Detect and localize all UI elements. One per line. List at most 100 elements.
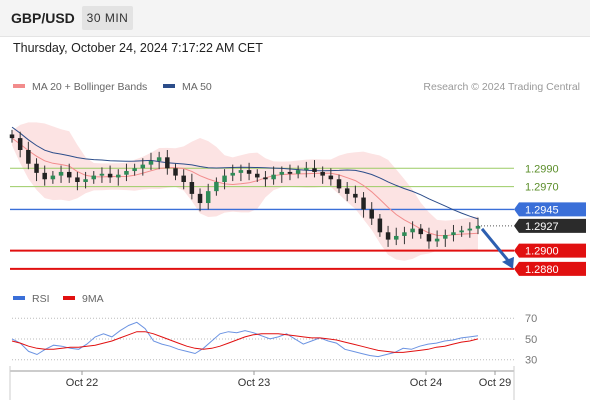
candle-body <box>58 171 64 176</box>
candle-body <box>263 177 268 180</box>
candle-body <box>132 168 137 172</box>
candle-body <box>124 171 129 175</box>
symbol-title: GBP/USD <box>11 10 75 26</box>
level-label-box <box>514 202 586 217</box>
candle-body <box>189 182 195 194</box>
candle-body <box>197 193 203 204</box>
level-label: 1.2990 <box>525 163 559 175</box>
candle-body <box>156 157 162 161</box>
rsi-legend-swatch <box>63 296 75 300</box>
candle-body <box>34 163 39 173</box>
rsi-tick: 30 <box>525 355 537 367</box>
candlesticks <box>9 129 481 249</box>
candle-body <box>255 173 260 178</box>
candle-body <box>443 235 448 239</box>
candle-body <box>230 172 235 176</box>
x-tick-label: Oct 23 <box>238 377 270 389</box>
candle-body <box>173 168 178 176</box>
candle-body <box>295 170 301 174</box>
x-tick-label: Oct 29 <box>479 377 511 389</box>
candle-body <box>238 170 244 173</box>
candle-body <box>410 228 415 233</box>
candle-body <box>385 232 391 240</box>
candle-body <box>214 182 219 192</box>
candle-body <box>91 175 97 180</box>
bollinger-band-area <box>12 122 478 261</box>
forecast-arrow <box>480 227 514 269</box>
candle-body <box>475 225 481 229</box>
candle-body <box>418 228 424 235</box>
rsi-legend-label: 9MA <box>82 293 104 305</box>
candle-body <box>393 235 399 240</box>
candle-body <box>304 168 309 171</box>
level-label-box <box>514 261 586 276</box>
candle-body <box>287 171 293 174</box>
price-labels: 1.2990 1.2970 1.2945 1.2927 1.2900 1.2880 <box>514 163 586 276</box>
candle-body <box>107 173 113 178</box>
moving-averages <box>11 126 479 237</box>
candle-body <box>66 171 72 178</box>
candle-body <box>42 172 47 180</box>
x-tick-label: Oct 22 <box>66 377 98 389</box>
rsi-legend: RSI 9MA <box>13 293 104 305</box>
candle-body <box>336 179 342 189</box>
candle-body <box>181 175 186 182</box>
forecast-arrow-shaft <box>480 227 512 264</box>
rsi-series-rsi <box>11 321 479 358</box>
rsi-legend-swatch <box>13 296 25 300</box>
chart-datetime: Thursday, October 24, 2024 7:17:22 AM CE… <box>13 41 263 55</box>
rsi-panel: 70 50 30 <box>11 313 537 367</box>
candle-body <box>140 164 146 169</box>
candle-body <box>320 171 325 176</box>
x-axis: Oct 22 Oct 23 Oct 24 Oct 29 <box>9 366 515 400</box>
candle-body <box>246 170 252 174</box>
candle-body <box>17 138 23 150</box>
forecast-arrow-head <box>502 256 514 269</box>
level-label: 1.2945 <box>525 204 559 216</box>
candle-body <box>328 175 334 180</box>
ma20-line <box>11 137 479 237</box>
candle-body <box>361 197 366 210</box>
bollinger-bands <box>12 122 478 261</box>
level-label-box <box>514 243 586 258</box>
legend-swatch <box>163 84 175 88</box>
rsi-tick: 50 <box>525 334 537 346</box>
ma50-line <box>11 126 479 220</box>
price-levels <box>10 167 514 270</box>
candle-body <box>426 234 432 242</box>
rsi-tick: 70 <box>525 313 537 325</box>
candle-body <box>99 173 105 176</box>
candle-body <box>451 232 456 236</box>
watermark: Research © 2024 Trading Central <box>423 81 580 93</box>
candle-body <box>402 232 407 236</box>
candle-body <box>116 174 121 178</box>
legend-label: MA 50 <box>182 81 212 93</box>
level-label: 1.2880 <box>525 264 559 276</box>
legend-label: MA 20 + Bollinger Bands <box>32 81 147 93</box>
candle-body <box>369 209 374 219</box>
main-legend: MA 20 + Bollinger Bands MA 50 <box>13 81 212 93</box>
level-label: 1.2900 <box>525 246 559 258</box>
rsi-series-9ma <box>11 331 479 353</box>
candle-body <box>50 175 56 180</box>
candle-body <box>353 193 358 198</box>
candle-body <box>467 228 473 231</box>
candle-body <box>222 175 227 182</box>
candle-body <box>165 157 170 169</box>
candle-body <box>271 174 276 180</box>
level-label: 1.2970 <box>525 182 559 194</box>
level-label: 1.2927 <box>525 221 559 233</box>
candle-body <box>205 191 211 204</box>
candle-body <box>148 160 154 165</box>
timeframe-button[interactable]: 30 MIN <box>82 6 133 30</box>
candle-body <box>312 168 317 172</box>
candle-body <box>344 188 350 194</box>
top-bar: GBP/USD 30 MIN <box>0 0 590 37</box>
level-label-box <box>514 218 586 233</box>
rsi-legend-label: RSI <box>32 293 50 305</box>
candle-body <box>26 150 31 164</box>
legend-swatch <box>13 84 25 88</box>
candle-body <box>434 238 440 242</box>
candle-body <box>83 179 88 182</box>
